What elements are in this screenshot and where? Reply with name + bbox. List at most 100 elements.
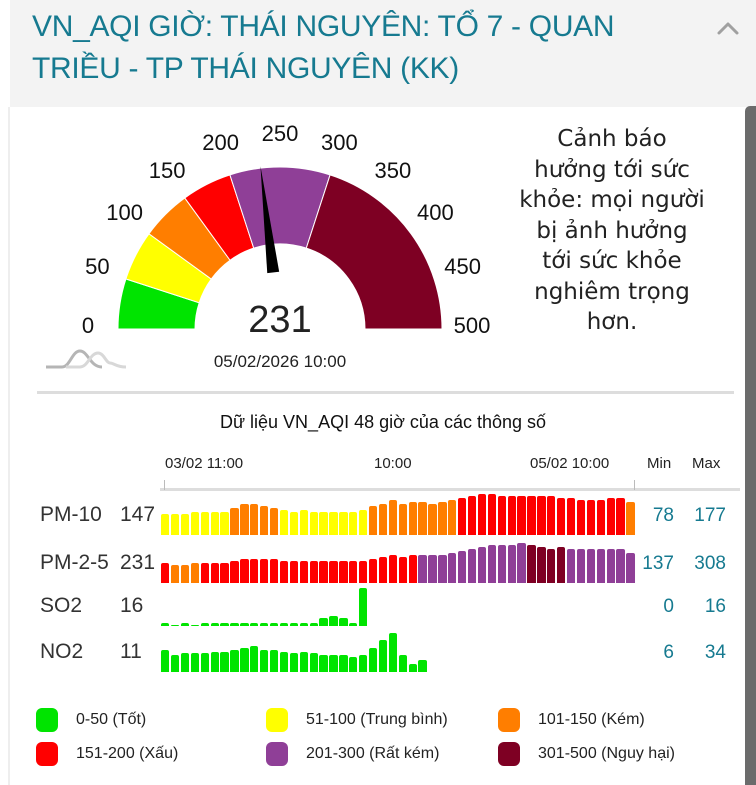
hourly-bar[interactable] [537,547,546,583]
hourly-bar[interactable] [279,623,289,626]
hourly-bar[interactable] [408,555,417,583]
hourly-bar[interactable] [269,508,279,535]
hourly-bar[interactable] [566,549,576,583]
parameter-row-no2[interactable]: NO2 11 6 34 [0,632,740,672]
hourly-bar[interactable] [279,510,289,535]
hourly-bar[interactable] [190,653,200,672]
hourly-bar[interactable] [210,512,219,535]
hourly-bar[interactable] [368,559,378,583]
hourly-bar[interactable] [339,512,348,535]
hourly-bar[interactable] [467,496,477,535]
hourly-bar[interactable] [517,543,526,583]
hourly-bar[interactable] [309,623,318,626]
hourly-bar[interactable] [388,633,398,672]
hourly-bar[interactable] [309,653,318,672]
hourly-bar[interactable] [507,545,516,583]
hourly-bar[interactable] [576,500,586,535]
hourly-bar[interactable] [359,510,368,535]
hourly-bar[interactable] [220,512,229,535]
hourly-bar[interactable] [606,498,615,535]
hourly-bar[interactable] [408,502,417,535]
hourly-bar[interactable] [388,555,398,583]
hourly-bar[interactable] [250,559,259,583]
hourly-bar[interactable] [448,500,457,535]
hourly-bar[interactable] [398,557,407,583]
hourly-bar[interactable] [557,498,566,535]
hourly-bar[interactable] [616,549,625,583]
hourly-bar[interactable] [190,625,200,626]
hourly-bar[interactable] [527,496,536,535]
hourly-bar[interactable] [418,660,427,672]
hourly-bar[interactable] [180,565,190,583]
hourly-bar[interactable] [487,494,497,535]
hourly-bar[interactable] [240,623,249,626]
hourly-bar[interactable] [260,506,269,535]
hourly-bar[interactable] [467,549,477,583]
hourly-bar[interactable] [240,559,249,583]
hourly-bar[interactable] [626,502,635,535]
hourly-bar[interactable] [329,561,338,583]
hourly-bar[interactable] [537,496,546,535]
hourly-bar[interactable] [289,512,299,535]
hourly-bar[interactable] [279,652,289,672]
hourly-bar[interactable] [220,652,229,672]
trend-chart-button[interactable] [46,345,127,375]
hourly-bar[interactable] [299,510,308,535]
hourly-bar[interactable] [596,549,605,583]
hourly-bar[interactable] [180,653,190,672]
hourly-bar[interactable] [200,512,209,535]
hourly-bar[interactable] [230,561,239,583]
hourly-bar[interactable] [269,650,279,672]
hourly-bar[interactable] [309,561,318,583]
hourly-bar[interactable] [180,623,190,626]
hourly-bar[interactable] [299,623,308,626]
hourly-bar[interactable] [230,650,239,672]
hourly-bar[interactable] [161,623,170,626]
hourly-bar[interactable] [289,623,299,626]
hourly-bar[interactable] [200,653,209,672]
hourly-bar[interactable] [339,561,348,583]
hourly-bar[interactable] [269,559,279,583]
hourly-bar[interactable] [200,563,209,583]
hourly-bar[interactable] [319,655,328,672]
hourly-bar[interactable] [309,512,318,535]
hourly-bar[interactable] [626,553,635,583]
hourly-bar[interactable] [408,664,417,672]
hourly-bar[interactable] [497,496,506,535]
hourly-bar[interactable] [368,506,378,535]
hourly-bar[interactable] [289,653,299,672]
hourly-bar[interactable] [260,559,269,583]
hourly-bar[interactable] [319,618,328,626]
hourly-bar[interactable] [180,514,190,535]
hourly-bar[interactable] [458,551,467,583]
hourly-bar[interactable] [170,514,180,535]
parameter-row-pm-10[interactable]: PM-10 147 78 177 [0,494,740,535]
hourly-bar[interactable] [299,561,308,583]
hourly-bar[interactable] [319,561,328,583]
hourly-bar[interactable] [418,502,427,535]
hourly-bar[interactable] [220,563,229,583]
hourly-bar[interactable] [497,545,506,583]
hourly-bar[interactable] [359,561,368,583]
hourly-bar[interactable] [339,618,348,626]
hourly-bar[interactable] [230,623,239,626]
hourly-bar[interactable] [329,512,338,535]
hourly-bar[interactable] [438,502,447,535]
hourly-bar[interactable] [448,553,457,583]
hourly-bar[interactable] [477,494,487,535]
hourly-bar[interactable] [616,498,625,535]
hourly-bar[interactable] [210,623,219,626]
hourly-bar[interactable] [250,504,259,535]
hourly-bar[interactable] [487,545,497,583]
hourly-bar[interactable] [418,555,427,583]
hourly-bar[interactable] [329,616,338,626]
hourly-bar[interactable] [250,623,259,626]
hourly-bar[interactable] [398,504,407,535]
hourly-bar[interactable] [349,512,358,535]
hourly-bar[interactable] [230,508,239,535]
hourly-bar[interactable] [388,500,398,535]
hourly-bar[interactable] [368,648,378,672]
hourly-bar[interactable] [170,625,180,626]
hourly-bar[interactable] [329,655,338,672]
hourly-bar[interactable] [161,650,170,672]
